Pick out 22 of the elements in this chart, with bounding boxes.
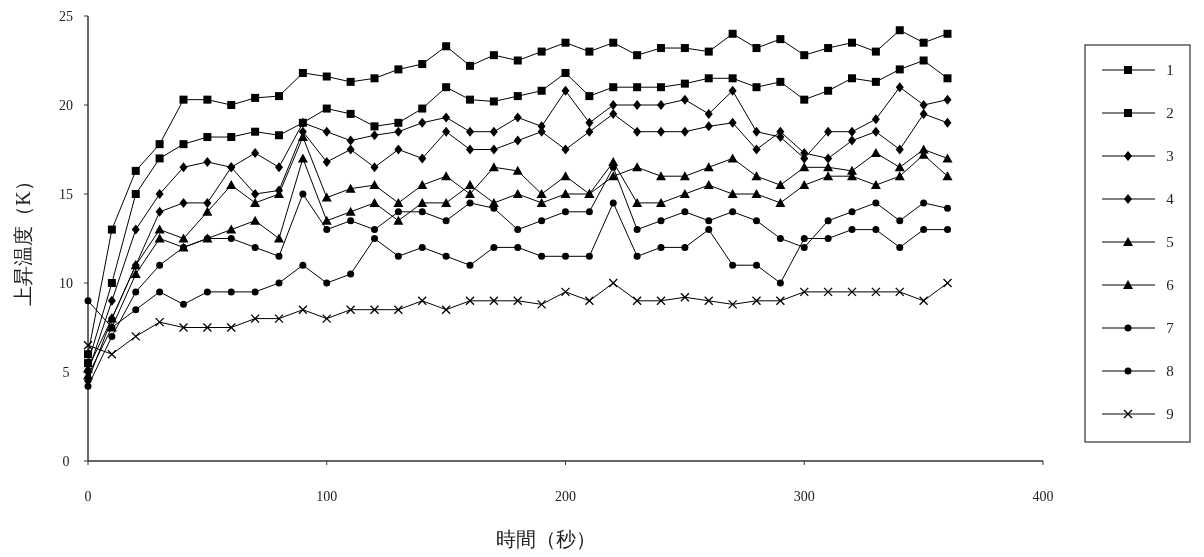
legend-label: 7 [1166,320,1175,336]
y-tick-label: 20 [59,98,73,113]
legend-label: 9 [1166,406,1174,422]
legend-label: 1 [1166,62,1174,78]
legend-label: 6 [1166,277,1175,293]
x-tick-label: 200 [555,489,576,504]
x-tick-label: 0 [84,489,92,504]
y-tick-label: 15 [59,187,73,202]
y-axis-title: 上昇温度（K） [12,171,34,306]
x-axis-title: 時間（秒） [495,528,596,550]
y-tick-label: 5 [62,365,70,380]
x-tick-label: 100 [316,489,338,504]
legend-label: 8 [1166,363,1174,379]
x-tick-label: 300 [793,489,815,504]
y-tick-label: 0 [62,454,70,469]
x-tick-label: 400 [1032,489,1054,504]
legend-label: 2 [1166,105,1174,121]
y-tick-label: 25 [59,9,73,24]
legend-label: 3 [1166,148,1174,164]
legend-label: 5 [1166,234,1174,250]
legend-label: 4 [1166,191,1175,207]
y-tick-label: 10 [59,276,73,291]
